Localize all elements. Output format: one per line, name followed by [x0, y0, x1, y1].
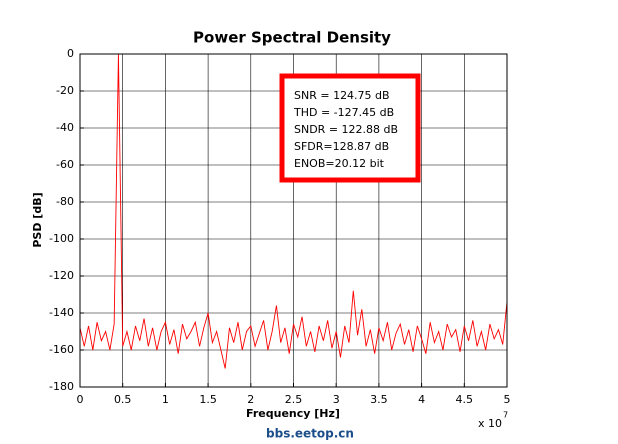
- chart-title: Power Spectral Density: [193, 29, 391, 47]
- x-axis-label: Frequency [Hz]: [246, 407, 340, 420]
- x-tick-label: 1.5: [199, 393, 217, 406]
- annotation-line: SFDR=128.87 dB: [294, 140, 389, 153]
- x-tick-label: 4.5: [456, 393, 474, 406]
- x-tick-label: 2.5: [285, 393, 303, 406]
- y-tick-label: -100: [49, 232, 74, 245]
- annotation-line: SNDR = 122.88 dB: [294, 123, 398, 136]
- y-tick-label: -40: [56, 121, 74, 134]
- x-tick-label: 0: [77, 393, 84, 406]
- y-tick-label: -140: [49, 306, 74, 319]
- x-scale-exponent: 7: [503, 411, 508, 420]
- y-tick-label: -160: [49, 343, 74, 356]
- x-tick-label: 0.5: [114, 393, 132, 406]
- annotation-box: [279, 73, 421, 183]
- x-tick-label: 2: [247, 393, 254, 406]
- x-tick-label: 1: [162, 393, 169, 406]
- y-tick-label: -180: [49, 380, 74, 393]
- watermark: bbs.eetop.cn: [266, 427, 354, 441]
- x-tick-label: 3: [333, 393, 340, 406]
- plot-frame: [79, 53, 508, 388]
- y-tick-label: 0: [67, 47, 74, 60]
- y-tick-label: -80: [56, 195, 74, 208]
- x-tick-label: 5: [504, 393, 511, 406]
- y-tick-label: -60: [56, 158, 74, 171]
- annotation-line: THD = -127.45 dB: [293, 106, 394, 119]
- x-tick-label: 3.5: [370, 393, 388, 406]
- x-tick-label: 4: [418, 393, 425, 406]
- x-scale-label: x 10: [478, 417, 502, 430]
- y-axis-label: PSD [dB]: [31, 192, 44, 247]
- y-tick-label: -20: [56, 84, 74, 97]
- annotation-line: ENOB=20.12 bit: [294, 157, 385, 170]
- psd-line: [79, 53, 508, 369]
- y-tick-label: -120: [49, 269, 74, 282]
- annotation-line: SNR = 124.75 dB: [294, 89, 390, 102]
